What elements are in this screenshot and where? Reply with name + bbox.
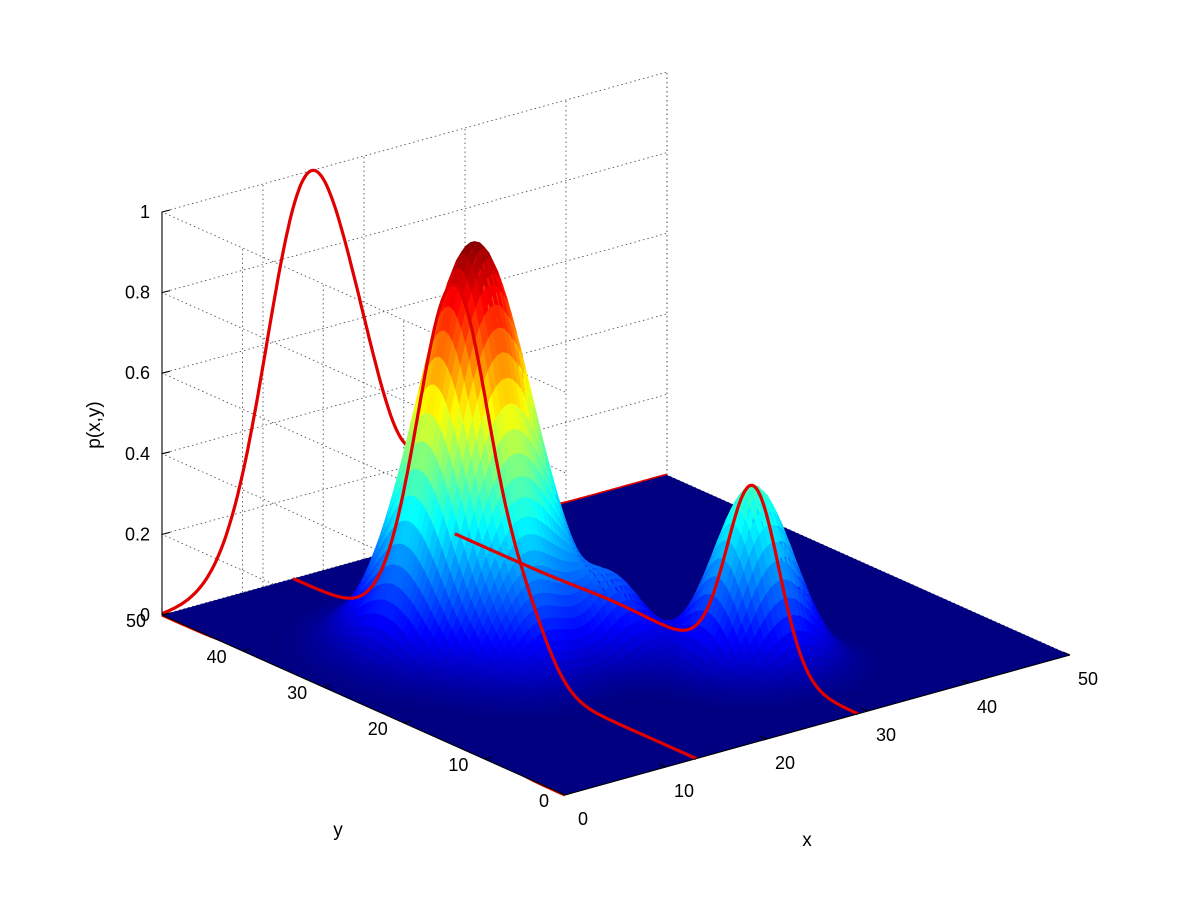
x-tick-label: 30 [876,725,896,745]
x-tick-label: 0 [578,809,588,829]
y-tick-label: 40 [207,647,227,667]
x-tick-label: 10 [674,781,694,801]
surface-mesh [162,241,1070,795]
z-tick-label: 0.6 [125,363,150,383]
z-tick-label: 0.8 [125,283,150,303]
y-tick-label: 0 [539,791,549,811]
y-tick-label: 50 [126,611,146,631]
x-tick-label: 20 [775,753,795,773]
y-axis-label: y [333,820,343,841]
z-axis-label: p(x,y) [84,401,105,449]
x-tick-label: 50 [1078,669,1098,689]
z-tick-label: 1 [140,202,150,222]
z-tick-label: 0.2 [125,524,150,544]
z-tick-label: 0.4 [125,444,150,464]
y-tick-label: 10 [448,755,468,775]
x-axis-label: x [802,830,812,851]
y-tick-label: 20 [368,719,388,739]
y-tick-label: 30 [287,683,307,703]
x-tick-label: 40 [977,697,997,717]
